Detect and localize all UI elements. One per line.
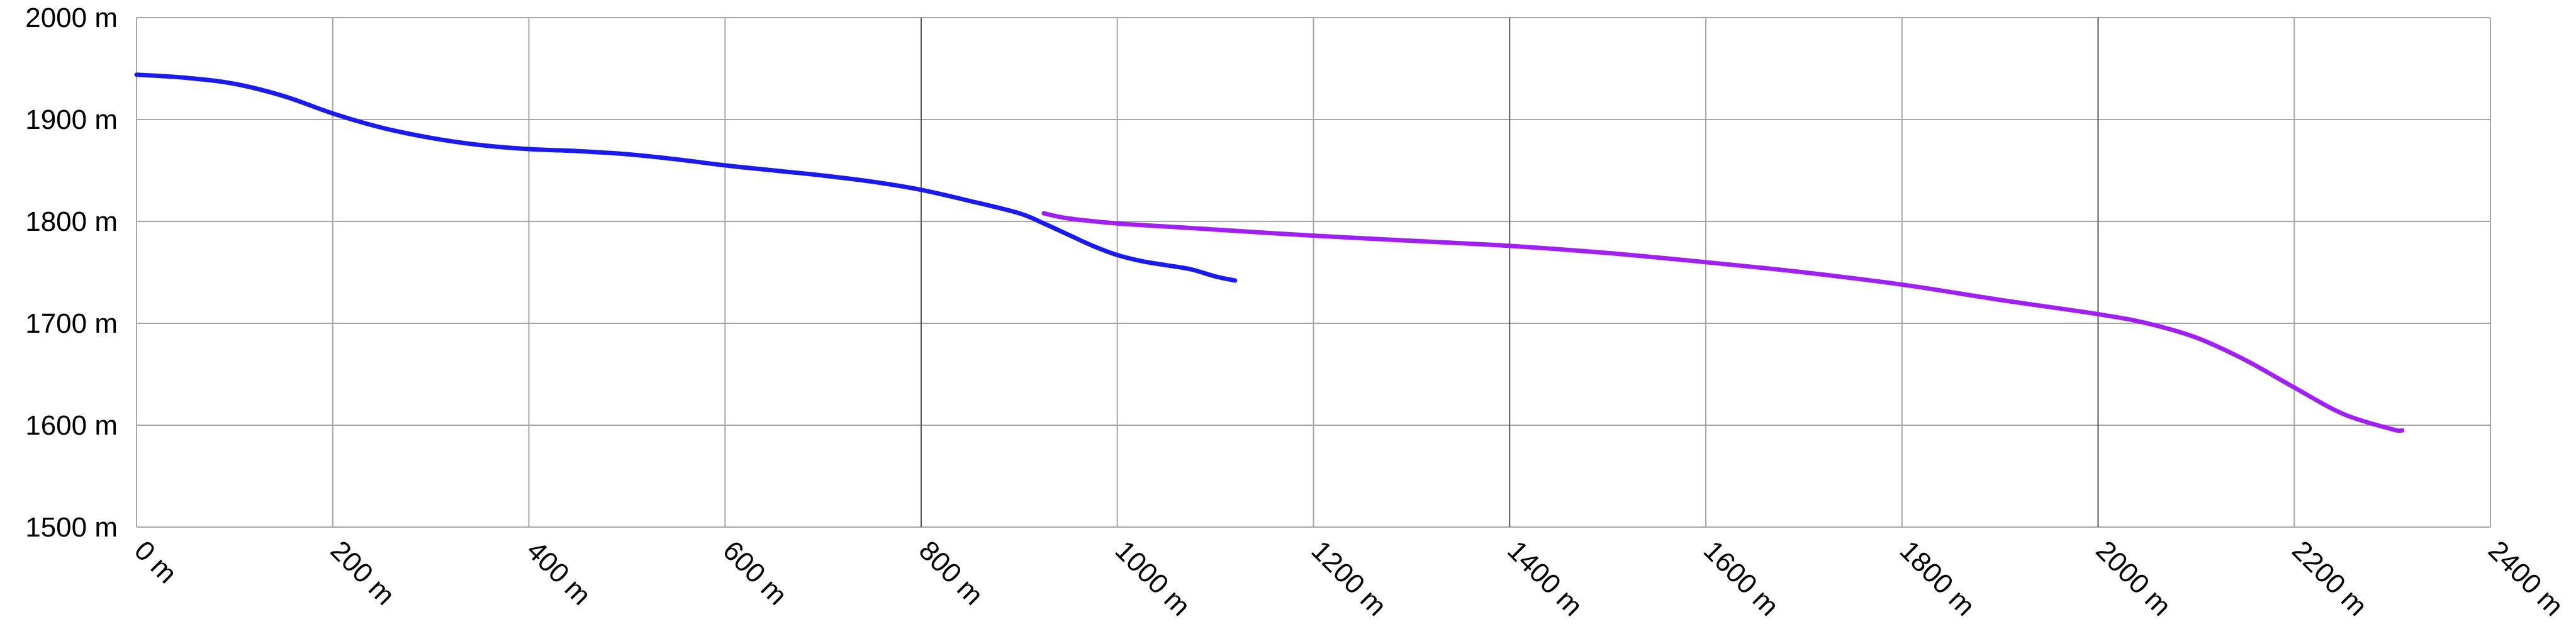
y-tick-label: 1700 m [25,308,118,339]
x-tick-label: 1800 m [1894,535,1981,621]
y-tick-label: 1500 m [25,512,118,543]
x-tick-label: 1400 m [1501,535,1588,621]
y-tick-label: 1800 m [25,206,118,237]
y-tick-label: 1900 m [25,104,118,135]
x-tick-label: 600 m [717,535,793,611]
x-tick-label: 2000 m [2090,535,2176,621]
y-axis-ticks: 1500 m 1600 m 1700 m 1800 m 1900 m 2000 m [25,3,118,543]
series-line-2 [1041,211,2405,433]
series-layer [134,72,2405,433]
series-line-1 [134,72,1238,283]
x-tick-label: 0 m [128,535,183,589]
y-tick-label: 2000 m [25,3,118,33]
y-tick-label: 1600 m [25,410,118,441]
x-tick-label: 400 m [520,535,596,611]
x-tick-label: 1600 m [1698,535,1784,621]
x-tick-label: 2200 m [2286,535,2373,621]
x-tick-label: 200 m [325,535,401,611]
x-tick-label: 2400 m [2482,535,2569,621]
x-tick-label: 800 m [913,535,989,611]
x-axis-ticks: 0 m 200 m 400 m 600 m 800 m 1000 m 1200 m 1400 … [128,535,2569,621]
x-tick-label: 1200 m [1305,535,1392,621]
x-tick-label: 1000 m [1109,535,1196,621]
grid [136,17,2491,528]
